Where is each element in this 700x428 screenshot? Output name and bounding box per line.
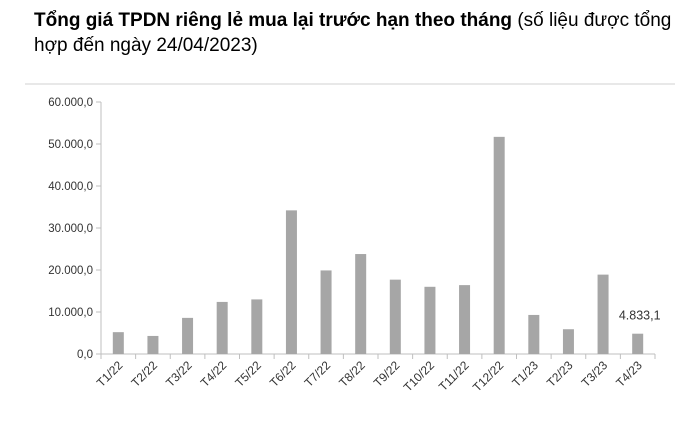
x-tick-label: T8/22 (336, 358, 368, 390)
bar (251, 299, 263, 354)
y-tick-label: 50.000,0 (48, 139, 93, 151)
x-tick-label: T3/23 (579, 358, 611, 390)
x-axis: T1/22 T2/22 T3/22 T4/22 T5/22 T6/22 T7/22 T8/22… (94, 353, 656, 395)
chart-title: Tổng giá TPDN riêng lẻ mua lại trước hạn… (34, 8, 684, 58)
y-tick-label: 0,0 (77, 349, 93, 361)
x-tick-label: T11/22 (436, 358, 472, 394)
x-tick-label: T9/22 (371, 358, 403, 390)
bar (389, 279, 401, 354)
bar (632, 333, 644, 354)
bar (459, 285, 471, 354)
x-tick-label: T1/22 (94, 358, 126, 390)
bar (216, 301, 228, 354)
x-tick-label: T4/22 (198, 358, 230, 390)
y-tick-label: 20.000,0 (48, 265, 93, 277)
x-tick-label: T7/22 (302, 358, 334, 390)
data-label: 4.833,1 (619, 309, 661, 323)
bar (562, 329, 574, 354)
annotations: 4.833,1 (619, 309, 661, 323)
x-tick-label: T4/23 (613, 358, 645, 390)
x-tick-label: T6/22 (267, 358, 299, 390)
x-tick-label: T5/22 (232, 358, 264, 390)
y-axis: 0,0 10.000,0 20.000,0 30.000,0 40.000,0 50.00… (48, 97, 102, 361)
x-tick-label: T12/22 (470, 358, 507, 395)
bar (528, 314, 540, 354)
chart-title-bold: Tổng giá TPDN riêng lẻ mua lại trước hạn… (34, 10, 513, 31)
bar (147, 335, 159, 354)
bar (355, 254, 367, 354)
bar (320, 270, 332, 354)
y-tick-label: 40.000,0 (48, 181, 93, 193)
bar (182, 317, 194, 354)
x-tick-label: T1/23 (509, 358, 541, 390)
bar (285, 210, 297, 354)
y-tick-label: 60.000,0 (48, 97, 93, 109)
x-tick-label: T10/22 (401, 358, 438, 395)
bar (597, 274, 609, 354)
chart-title-note: (số liệu được tổng hợp đến ngày 24/04/20… (34, 10, 672, 56)
x-tick-label: T3/22 (163, 358, 195, 390)
bars (112, 136, 644, 354)
x-tick-label: T2/22 (128, 358, 160, 390)
bar (424, 286, 436, 354)
y-tick-label: 30.000,0 (48, 223, 93, 235)
bar (112, 332, 124, 354)
x-tick-label: T2/23 (544, 358, 576, 390)
bar (493, 136, 505, 354)
y-tick-label: 10.000,0 (48, 307, 93, 319)
